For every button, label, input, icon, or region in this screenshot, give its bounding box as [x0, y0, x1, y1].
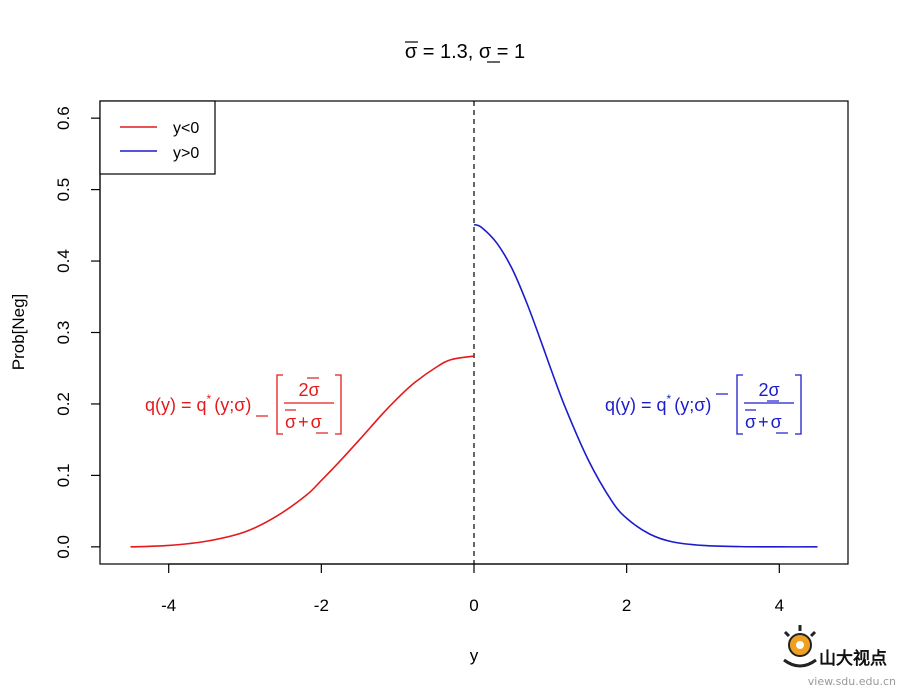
y-tick-label: 0.6 — [54, 106, 73, 130]
legend-box — [99, 100, 216, 175]
y-tick-label: 0.3 — [54, 321, 73, 345]
watermark-url-text: view.sdu.edu.cn — [808, 675, 896, 688]
formula-left-bracket-close — [335, 374, 342, 435]
formula-right-bracket-close — [795, 374, 802, 435]
formula-annotation-right: q(y) = q* (y;σ) 2σ σ + σ — [605, 374, 802, 435]
series-line-y-neg — [130, 355, 475, 548]
y-axis: 0.0 0.1 0.2 0.3 0.4 0.5 0.6 — [54, 106, 101, 559]
y-tick-label: 0.4 — [54, 249, 73, 273]
x-tick-label: -4 — [161, 596, 176, 615]
series-layer — [130, 223, 818, 548]
x-axis-label: y — [470, 646, 479, 665]
formula-left-arg-sigma: σ — [234, 395, 245, 415]
x-tick-label: 4 — [775, 596, 784, 615]
y-tick-label: 0.5 — [54, 178, 73, 202]
title-sigma-bar: σ — [405, 41, 418, 63]
formula-annotation-left: q(y) = q* (y;σ) 2σ σ + σ — [145, 374, 342, 435]
series-line-y-pos — [473, 223, 818, 548]
formula-right-numerator: 2σ — [758, 380, 779, 400]
x-axis: -4 -2 0 2 4 — [161, 563, 784, 615]
watermark: 山大视点 view.sdu.edu.cn — [783, 625, 896, 688]
legend-label-y-neg: y<0 — [173, 120, 199, 137]
y-tick-label: 0.1 — [54, 464, 73, 488]
x-tick-label: -2 — [314, 596, 329, 615]
formula-right-arg-sigma: σ — [694, 395, 705, 415]
formula-left-denominator: σ + σ — [285, 412, 322, 432]
watermark-logo-icon — [783, 625, 817, 668]
y-tick-label: 0.0 — [54, 535, 73, 559]
x-tick-label: 0 — [469, 596, 478, 615]
y-tick-label: 0.2 — [54, 392, 73, 416]
formula-left-bracket-open — [276, 374, 283, 435]
x-tick-label: 2 — [622, 596, 631, 615]
formula-left-numerator: 2σ — [298, 380, 319, 400]
y-axis-label: Prob[Neg] — [9, 294, 28, 371]
formula-right-bracket-open — [736, 374, 743, 435]
legend: y<0 y>0 — [99, 100, 216, 175]
watermark-chinese-text: 山大视点 — [819, 648, 887, 669]
title-sigma-under: σ — [479, 41, 492, 63]
formula-right-denominator: σ + σ — [745, 412, 782, 432]
legend-label-y-pos: y>0 — [173, 145, 199, 162]
formula-right-lhs: q(y) = q* (y;σ) — [605, 392, 711, 415]
formula-left-lhs: q(y) = q* (y;σ) — [145, 392, 251, 415]
chart-title: σ = 1.3, σ = 1 — [405, 41, 525, 63]
